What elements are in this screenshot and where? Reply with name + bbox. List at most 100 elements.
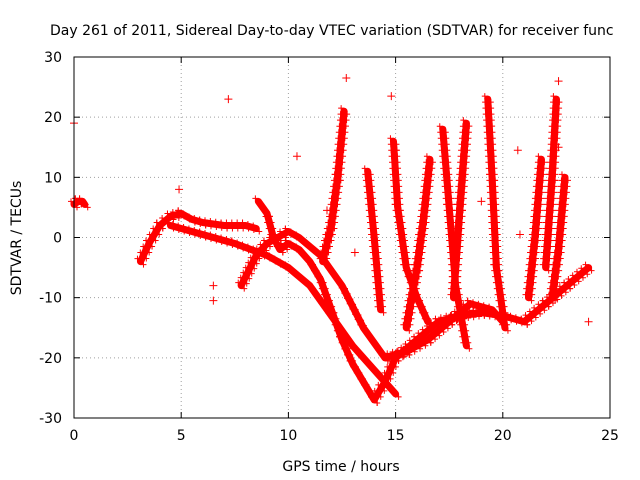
- data-point: [344, 290, 351, 297]
- data-point: [564, 177, 571, 184]
- data-point: [374, 243, 381, 250]
- data-point: [548, 231, 555, 238]
- series-band: [319, 107, 348, 266]
- data-point: [398, 213, 405, 220]
- data-point: [450, 243, 457, 250]
- data-point: [295, 272, 302, 279]
- data-point: [368, 237, 375, 244]
- data-point: [416, 219, 423, 226]
- data-point: [488, 111, 495, 118]
- data-point: [527, 243, 534, 250]
- data-point: [491, 267, 498, 274]
- data-point: [224, 225, 231, 232]
- data-point: [538, 195, 545, 202]
- data-point: [536, 219, 543, 226]
- data-point: [240, 225, 247, 232]
- data-point: [541, 237, 548, 244]
- data-point: [562, 289, 569, 296]
- data-point: [508, 317, 515, 324]
- series-arc-11: [447, 117, 473, 304]
- data-point: [423, 153, 430, 160]
- data-point: [575, 278, 582, 285]
- data-point: [372, 368, 379, 375]
- data-point: [335, 195, 342, 202]
- data-point: [535, 301, 542, 308]
- data-point: [156, 231, 163, 238]
- data-point: [455, 177, 462, 184]
- data-point: [422, 342, 429, 349]
- data-point: [548, 129, 555, 136]
- data-point: [328, 269, 335, 276]
- data-point: [444, 213, 451, 220]
- data-point: [539, 297, 546, 304]
- data-point: [543, 201, 550, 208]
- data-point: [364, 195, 371, 202]
- data-point: [445, 159, 452, 166]
- data-point: [368, 393, 375, 400]
- data-point: [552, 291, 559, 298]
- data-point: [547, 237, 554, 244]
- data-point: [84, 204, 91, 211]
- data-point: [283, 234, 290, 241]
- data-point: [332, 219, 339, 226]
- data-point: [355, 349, 362, 356]
- data-point: [564, 183, 571, 190]
- data-point: [554, 219, 561, 226]
- data-point: [501, 303, 508, 310]
- data-point: [434, 322, 441, 329]
- data-point: [549, 213, 556, 220]
- data-point: [553, 237, 560, 244]
- data-point: [528, 231, 535, 238]
- series-band: [542, 95, 560, 272]
- data-point: [437, 314, 444, 321]
- data-point: [374, 399, 381, 406]
- data-point: [336, 183, 343, 190]
- data-point: [492, 273, 499, 280]
- data-point: [421, 177, 428, 184]
- series-arc-13: [522, 153, 548, 304]
- data-point: [443, 207, 450, 214]
- data-point: [318, 249, 325, 256]
- series-arc-14: [539, 93, 563, 274]
- data-point: [242, 264, 249, 271]
- data-point: [283, 264, 290, 271]
- data-point: [528, 297, 535, 304]
- data-point: [447, 312, 454, 319]
- data-point: [335, 129, 342, 136]
- data-point: [336, 279, 342, 286]
- data-point: [532, 314, 539, 321]
- data-point: [417, 345, 424, 352]
- data-point: [170, 225, 177, 232]
- data-point: [559, 243, 566, 250]
- data-point: [370, 261, 377, 268]
- data-point: [450, 249, 457, 256]
- data-point: [240, 269, 247, 276]
- data-point: [446, 171, 453, 178]
- data-point: [484, 141, 491, 148]
- data-point: [403, 303, 410, 310]
- data-point: [421, 315, 428, 322]
- data-point: [555, 111, 562, 118]
- data-point: [565, 276, 572, 283]
- data-point: [531, 273, 538, 280]
- data-point: [287, 240, 294, 247]
- data-point: [549, 111, 556, 118]
- data-point: [340, 147, 347, 154]
- data-point: [436, 332, 443, 339]
- data-point: [325, 219, 332, 226]
- data-point: [361, 381, 368, 388]
- data-point: [495, 243, 502, 250]
- data-point: [186, 229, 193, 236]
- data-point: [547, 279, 554, 286]
- data-point: [191, 214, 198, 221]
- data-point: [400, 345, 407, 352]
- data-point: [237, 274, 244, 281]
- data-point: [447, 291, 454, 298]
- data-point: [440, 171, 447, 178]
- data-point: [429, 165, 436, 172]
- data-point: [494, 237, 501, 244]
- data-point: [462, 177, 469, 184]
- data-point: [421, 171, 428, 178]
- data-point: [251, 265, 258, 272]
- data-point: [68, 198, 74, 205]
